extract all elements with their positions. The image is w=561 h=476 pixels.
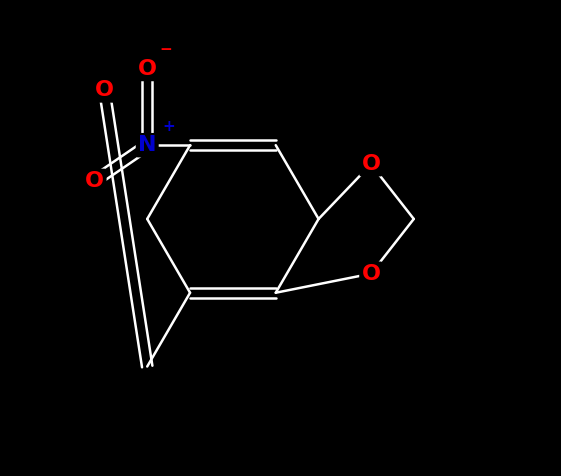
Text: O: O xyxy=(137,59,157,79)
Text: O: O xyxy=(361,154,380,174)
Text: O: O xyxy=(95,80,114,100)
Text: N: N xyxy=(138,135,157,155)
Text: +: + xyxy=(162,119,175,134)
Text: −: − xyxy=(160,42,173,58)
Text: O: O xyxy=(85,171,104,191)
Text: O: O xyxy=(361,264,380,284)
